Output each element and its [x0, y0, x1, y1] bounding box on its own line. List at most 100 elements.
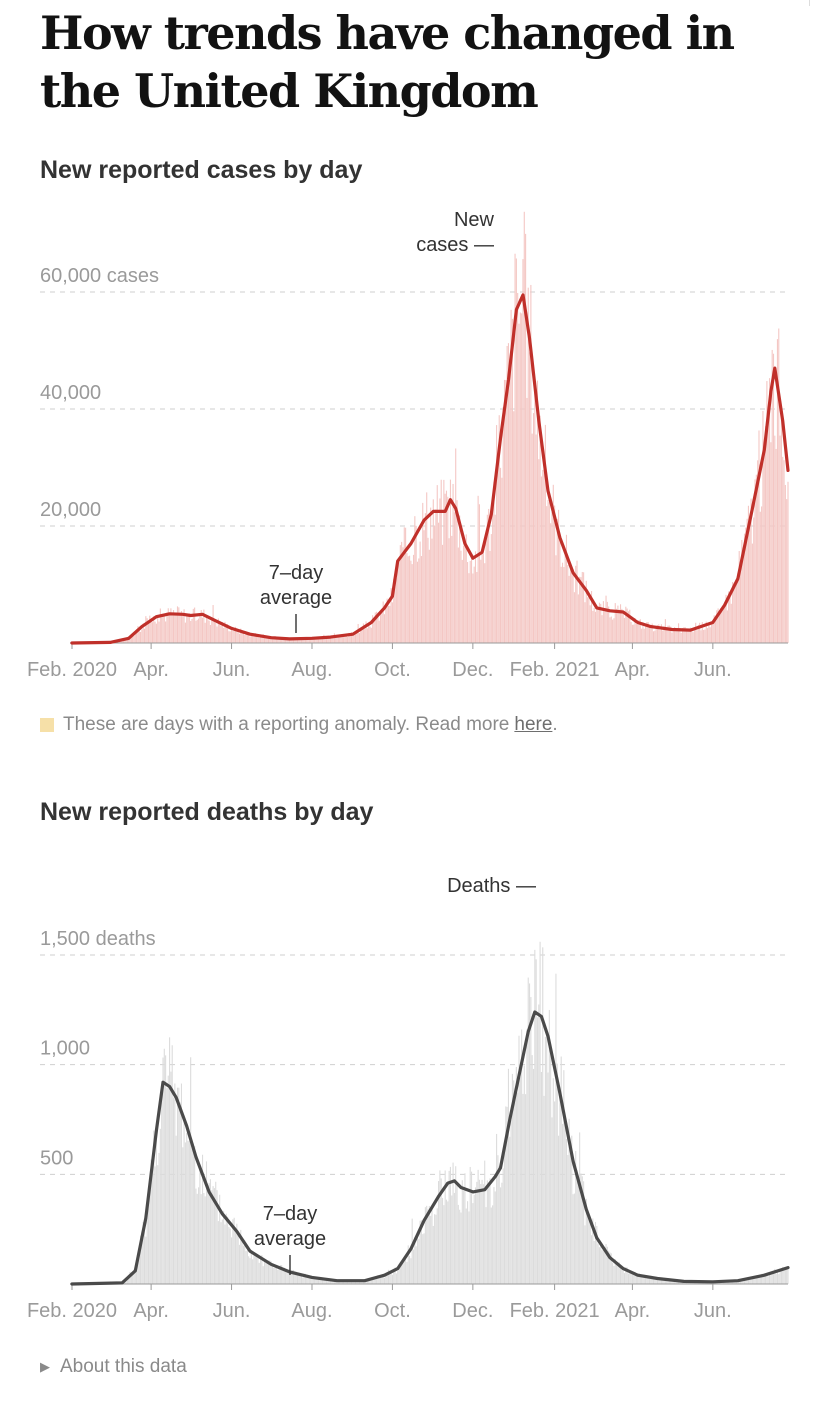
daily-bar: [474, 551, 477, 643]
x-tick-label: Feb. 2020: [27, 659, 117, 681]
daily-bar: [737, 572, 739, 643]
daily-bar: [381, 610, 383, 643]
daily-bar: [594, 1222, 597, 1284]
daily-bar: [237, 632, 239, 643]
daily-bar: [621, 1269, 623, 1284]
daily-bar: [296, 1273, 299, 1284]
daily-bar: [498, 1166, 500, 1284]
daily-bar: [656, 1279, 659, 1284]
daily-bar: [253, 635, 255, 643]
daily-bar: [153, 616, 155, 643]
daily-bar: [183, 609, 185, 643]
daily-bar: [220, 625, 222, 643]
daily-bar: [312, 1278, 314, 1284]
daily-bar: [695, 622, 697, 643]
x-tick-label: Jun.: [213, 1300, 251, 1322]
daily-bar: [609, 1252, 611, 1284]
daily-bar: [753, 517, 755, 643]
daily-bar: [208, 1183, 210, 1284]
daily-bar: [518, 1035, 520, 1284]
daily-bar: [776, 1270, 779, 1284]
daily-bar: [137, 1257, 139, 1284]
daily-bar: [558, 1135, 560, 1284]
daily-bar: [213, 1188, 215, 1284]
daily-bar: [754, 1276, 756, 1284]
daily-bar: [639, 1274, 641, 1284]
daily-bar: [729, 595, 731, 643]
daily-bar: [283, 1267, 285, 1284]
daily-bar: [588, 597, 590, 643]
daily-bar: [124, 640, 126, 643]
daily-bar: [655, 627, 657, 643]
daily-bar: [573, 592, 575, 643]
daily-bar: [190, 1057, 192, 1284]
daily-bar: [302, 1277, 304, 1284]
about-this-data-label: About this data: [60, 1356, 187, 1377]
daily-bar: [412, 1249, 415, 1284]
daily-bar: [664, 619, 666, 643]
daily-bar: [179, 1102, 181, 1284]
daily-bar: [783, 460, 785, 643]
daily-bar: [331, 635, 333, 643]
daily-bar: [424, 513, 426, 643]
anomaly-read-more-link[interactable]: here: [514, 714, 553, 735]
daily-bar: [530, 284, 532, 643]
daily-bar: [436, 485, 438, 643]
daily-bar: [409, 555, 411, 643]
daily-bar: [191, 1148, 193, 1284]
daily-bar: [258, 1262, 260, 1284]
daily-bar: [149, 1181, 151, 1284]
daily-bar: [482, 553, 484, 643]
daily-bar: [356, 631, 358, 643]
daily-bar: [560, 1056, 562, 1284]
daily-bar: [224, 621, 226, 643]
daily-bar: [285, 1268, 287, 1284]
daily-bar: [151, 622, 153, 643]
daily-bar: [526, 397, 528, 643]
daily-bar: [747, 505, 749, 643]
daily-bar: [182, 1147, 184, 1284]
daily-bar: [485, 538, 487, 643]
daily-bar: [201, 617, 204, 643]
daily-bar: [380, 1277, 382, 1284]
daily-bar: [746, 518, 748, 643]
daily-bar: [739, 569, 742, 643]
daily-bar: [171, 614, 173, 643]
daily-bar: [162, 1057, 164, 1284]
daily-bar: [666, 629, 668, 643]
daily-bar: [445, 1199, 448, 1284]
daily-bar: [691, 630, 693, 643]
daily-bar: [364, 629, 366, 643]
daily-bar: [457, 1204, 459, 1284]
daily-bar: [697, 624, 699, 643]
daily-bar: [517, 292, 519, 643]
daily-bar: [320, 1278, 322, 1284]
daily-bar: [630, 1271, 632, 1284]
x-tick-label: Aug.: [291, 1300, 332, 1322]
daily-bar: [180, 1083, 182, 1284]
daily-bar: [184, 622, 186, 643]
daily-bar: [216, 626, 218, 643]
daily-bar: [236, 1223, 238, 1284]
daily-bar: [304, 639, 306, 643]
daily-bar: [227, 624, 229, 643]
daily-bar: [742, 556, 744, 643]
anomaly-legend-period: .: [552, 714, 558, 735]
about-this-data-toggle[interactable]: ▶ About this data: [40, 1356, 187, 1378]
daily-bar: [784, 1268, 786, 1284]
daily-bar: [724, 602, 726, 643]
daily-bar: [568, 1118, 570, 1284]
daily-bar: [258, 637, 260, 643]
daily-bar: [248, 1256, 250, 1284]
daily-bar: [642, 1276, 644, 1284]
daily-bar: [585, 1198, 587, 1284]
daily-bar: [295, 639, 297, 643]
daily-bar: [758, 430, 760, 643]
daily-bar: [456, 1184, 458, 1284]
daily-bar: [307, 638, 309, 643]
daily-bar: [249, 1258, 251, 1284]
daily-bar: [432, 1225, 434, 1284]
daily-bar: [174, 1083, 176, 1284]
daily-bar: [629, 609, 631, 643]
daily-bar: [229, 631, 231, 643]
